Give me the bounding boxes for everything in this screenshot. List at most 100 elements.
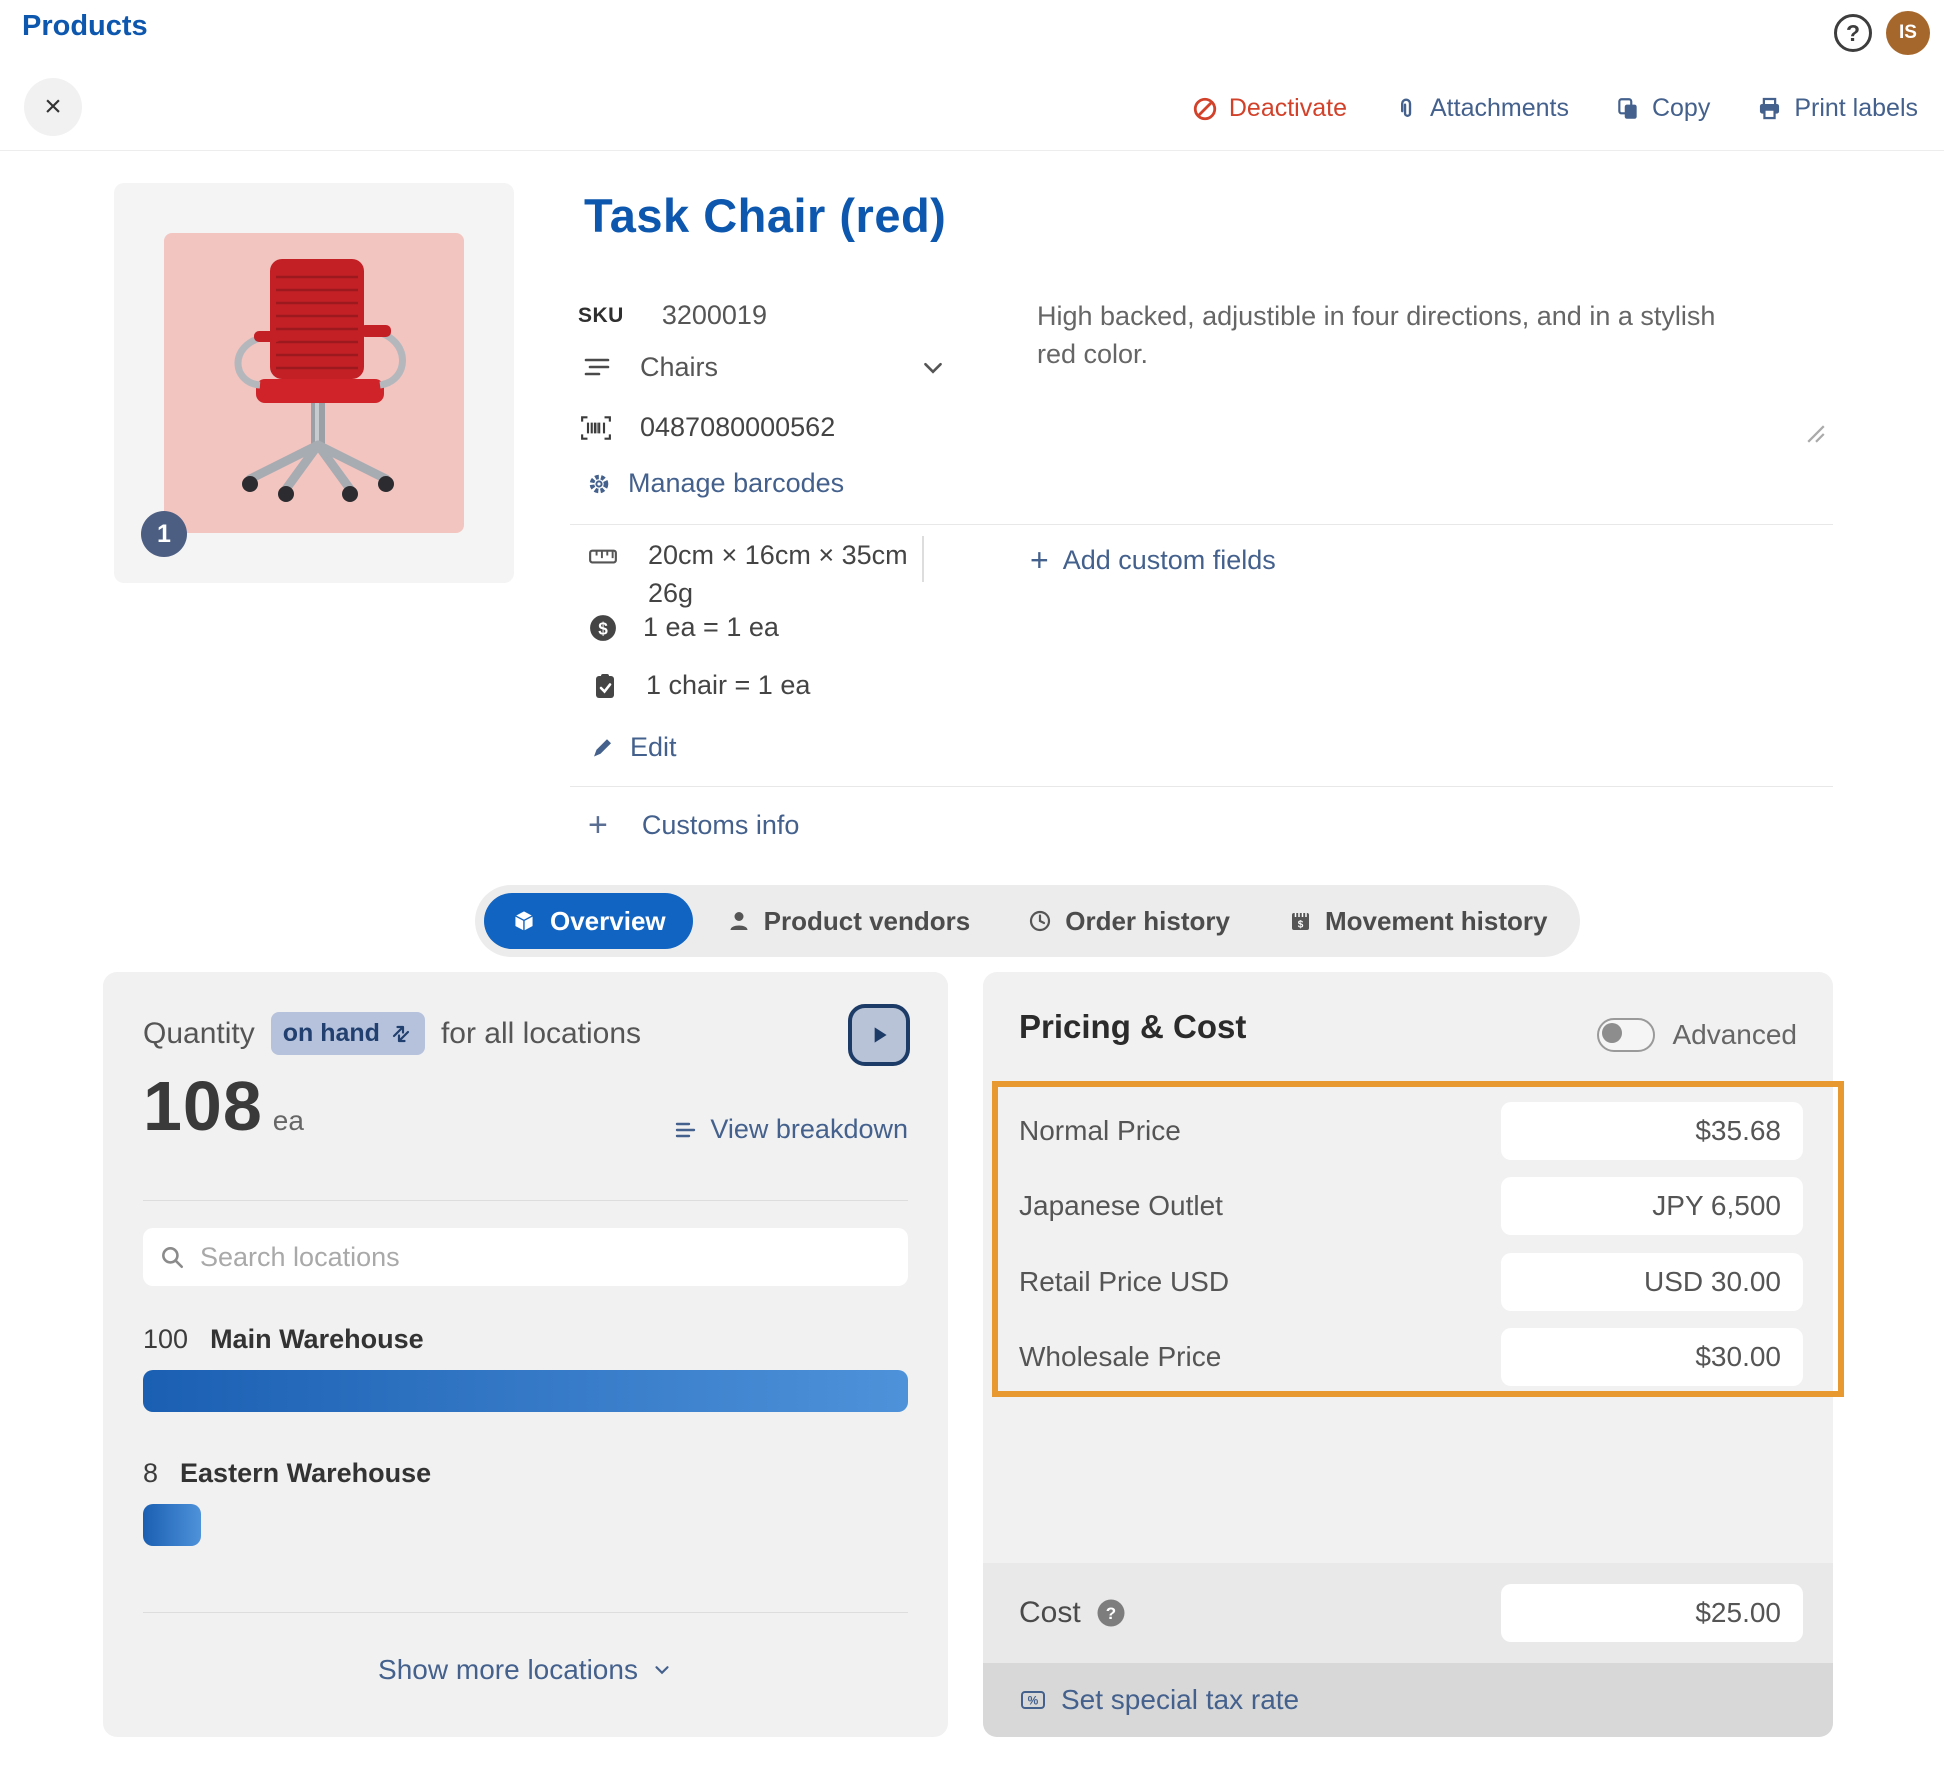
- barcode-value[interactable]: 0487080000562: [640, 412, 836, 442]
- location-bar: [143, 1370, 908, 1412]
- gear-icon: [589, 474, 609, 493]
- svg-text:$: $: [1298, 920, 1304, 931]
- card-divider: [143, 1612, 908, 1613]
- quantity-mode-selector[interactable]: on hand: [270, 1012, 425, 1055]
- section-divider: [570, 786, 1833, 787]
- copy-icon: [1618, 97, 1637, 119]
- walkthrough-play-button[interactable]: [848, 1004, 910, 1066]
- tab-movement-history[interactable]: $ Movement history: [1264, 893, 1572, 949]
- deactivate-button[interactable]: Deactivate: [1192, 94, 1347, 123]
- unit-equivalence-row: $ 1 ea = 1 ea: [589, 612, 779, 643]
- red-chair-image: [234, 259, 406, 502]
- location-qty: 8: [143, 1458, 159, 1488]
- page-title: Products: [22, 10, 148, 42]
- advanced-toggle[interactable]: [1597, 1018, 1656, 1052]
- unit-equivalence-value[interactable]: 1 ea = 1 ea: [643, 612, 779, 642]
- weight-value[interactable]: 26g: [648, 578, 694, 608]
- uom-conversion-row: 1 chair = 1 ea: [592, 670, 810, 701]
- sku-label: SKU: [578, 303, 624, 327]
- barcode-icon: [581, 415, 611, 440]
- ruler-icon: [589, 549, 617, 563]
- show-more-locations-link[interactable]: Show more locations: [103, 1654, 948, 1686]
- copy-button[interactable]: Copy: [1615, 94, 1710, 123]
- avatar[interactable]: IS: [1886, 11, 1930, 55]
- svg-text:?: ?: [1846, 20, 1860, 46]
- location-bar: [143, 1504, 202, 1546]
- search-icon: [162, 1247, 184, 1269]
- print-labels-button[interactable]: Print labels: [1756, 94, 1918, 123]
- price-input[interactable]: $35.68: [1501, 1102, 1803, 1160]
- plus-icon: +: [1030, 542, 1049, 578]
- product-media-card: 1: [114, 183, 514, 583]
- view-breakdown-link[interactable]: View breakdown: [673, 1114, 908, 1145]
- resize-grip-icon[interactable]: [1806, 424, 1826, 444]
- add-custom-fields-link[interactable]: + Add custom fields: [1030, 542, 1276, 578]
- close-button[interactable]: ×: [24, 78, 82, 136]
- play-icon: [874, 1027, 887, 1043]
- location-row: 8 Eastern Warehouse: [143, 1458, 431, 1489]
- deactivate-icon: [1193, 97, 1217, 120]
- price-input[interactable]: JPY 6,500: [1501, 1177, 1803, 1235]
- svg-text:?: ?: [1105, 1604, 1115, 1623]
- quantity-number: 108: [143, 1067, 263, 1145]
- location-name: Main Warehouse: [210, 1324, 424, 1354]
- help-filled-icon[interactable]: ?: [1096, 1598, 1126, 1628]
- description-field[interactable]: High backed, adjustible in four directio…: [1037, 301, 1716, 369]
- pricing-cost-card: Pricing & Cost Advanced Normal Price $35…: [983, 972, 1844, 1737]
- vertical-divider: [922, 536, 924, 582]
- sku-value[interactable]: 3200019: [661, 300, 767, 330]
- price-label: Wholesale Price: [1019, 1341, 1222, 1372]
- price-input[interactable]: $30.00: [1501, 1328, 1803, 1386]
- close-icon: ×: [44, 90, 62, 123]
- manage-barcodes-link[interactable]: Manage barcodes: [586, 468, 844, 499]
- price-row: Normal Price $35.68: [1019, 1102, 1803, 1160]
- price-row: Wholesale Price $30.00: [1019, 1328, 1803, 1386]
- plus-icon: +: [588, 806, 608, 844]
- help-button[interactable]: ?: [1831, 11, 1875, 55]
- cost-input[interactable]: $25.00: [1501, 1584, 1803, 1642]
- price-input[interactable]: USD 30.00: [1501, 1253, 1803, 1311]
- set-special-tax-rate-link[interactable]: % Set special tax rate: [983, 1663, 1833, 1737]
- uom-conversion-value[interactable]: 1 chair = 1 ea: [646, 670, 811, 700]
- attachments-button[interactable]: Attachments: [1393, 94, 1569, 123]
- quantity-value: 108 ea: [143, 1066, 304, 1146]
- swap-arrows-icon: [392, 1025, 410, 1042]
- dimensions-row: 20cm × 16cm × 35cm: [588, 540, 908, 571]
- quantity-scope: for all locations: [440, 1016, 642, 1050]
- edit-link[interactable]: Edit: [590, 732, 677, 763]
- person-icon: [730, 912, 748, 930]
- advanced-label: Advanced: [1672, 1019, 1797, 1050]
- customs-info-link[interactable]: + Customs info: [588, 806, 800, 844]
- category-dropdown[interactable]: Chairs: [584, 352, 946, 383]
- advanced-toggle-group: Advanced: [1597, 1018, 1797, 1052]
- search-locations-input[interactable]: [198, 1240, 892, 1274]
- sku-row: SKU 3200019: [578, 300, 767, 331]
- pencil-icon: [594, 738, 611, 756]
- printer-icon: [1760, 97, 1780, 120]
- tab-product-vendors[interactable]: Product vendors: [703, 893, 995, 949]
- tab-overview[interactable]: Overview: [484, 893, 693, 949]
- tab-order-history[interactable]: Order history: [1004, 893, 1254, 949]
- location-row: 100 Main Warehouse: [143, 1324, 424, 1355]
- quantity-label: Quantity: [143, 1016, 255, 1050]
- price-row: Retail Price USD USD 30.00: [1019, 1253, 1803, 1311]
- detail-tabs: Overview Product vendors Order history $…: [475, 885, 1581, 957]
- barcode-row: 0487080000562: [580, 412, 835, 443]
- movement-ledger-icon: $: [1291, 913, 1309, 931]
- quantity-header: Quantity on hand for all locations: [143, 1012, 641, 1055]
- dimensions-value[interactable]: 20cm × 16cm × 35cm: [648, 540, 908, 570]
- quantity-card: Quantity on hand for all locations 108 e…: [103, 972, 948, 1737]
- help-icon: ?: [1834, 14, 1872, 52]
- category-icon: [584, 358, 610, 375]
- price-label: Retail Price USD: [1019, 1266, 1230, 1297]
- product-image[interactable]: [164, 233, 464, 533]
- image-count-badge[interactable]: 1: [141, 511, 187, 557]
- clock-icon: [1030, 910, 1051, 932]
- cost-row: Cost ? $25.00: [1019, 1584, 1803, 1642]
- cost-label: Cost: [1019, 1596, 1081, 1629]
- price-label: Normal Price: [1019, 1115, 1181, 1146]
- card-divider: [143, 1200, 908, 1201]
- quantity-unit: ea: [272, 1105, 304, 1136]
- dollar-circle-icon: $: [590, 614, 616, 641]
- location-qty: 100: [143, 1324, 189, 1354]
